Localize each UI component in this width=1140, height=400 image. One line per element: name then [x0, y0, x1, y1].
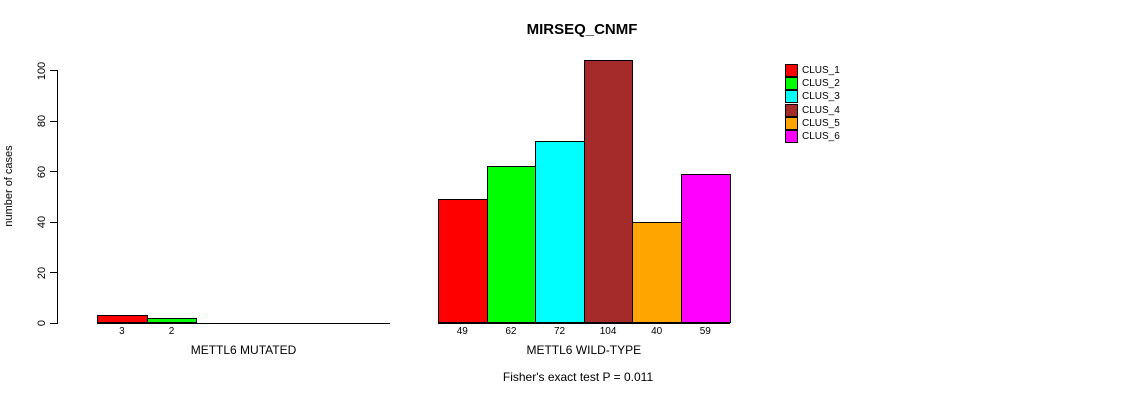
bar-value-label: 104 [599, 326, 617, 337]
legend-item-label: CLUS_1 [802, 65, 840, 77]
legend-swatch-icon [785, 130, 798, 144]
y-axis-tick [50, 70, 57, 71]
y-axis-tick [50, 221, 57, 223]
legend-swatch-icon [785, 64, 798, 78]
y-axis-tick [50, 322, 57, 324]
legend-item: CLUS_3 [785, 90, 840, 104]
bar-clus_5 [632, 222, 682, 323]
bar-value-label: 40 [651, 326, 663, 337]
group-label: METTL6 WILD-TYPE [526, 343, 642, 357]
y-axis-tick-label: 60 [36, 165, 48, 178]
legend-item-label: CLUS_2 [802, 78, 840, 90]
bar-value-label: 72 [553, 326, 566, 337]
fisher-test-annotation: Fisher's exact test P = 0.011 [502, 370, 654, 384]
legend-item-label: CLUS_6 [802, 131, 840, 143]
bar-value-label: 62 [505, 326, 517, 337]
bar-clus_6 [681, 174, 731, 323]
bar-clus_3 [535, 141, 585, 323]
legend-swatch-icon [785, 103, 798, 117]
legend-item-label: CLUS_4 [802, 104, 840, 116]
bar-value-label: 59 [699, 326, 711, 337]
legend-item: CLUS_2 [785, 77, 840, 91]
group-label: METTL6 MUTATED [190, 343, 297, 357]
chart-title: MIRSEQ_CNMF [526, 21, 638, 38]
bar-clus_1 [438, 199, 488, 323]
y-axis-tick [50, 120, 57, 122]
x-axis-line [438, 322, 730, 324]
legend-item: CLUS_5 [785, 116, 840, 130]
legend-item-label: CLUS_3 [802, 91, 840, 103]
y-axis-tick [50, 171, 57, 172]
legend-item: CLUS_6 [785, 130, 840, 144]
y-axis-tick-label: 20 [36, 266, 48, 279]
y-axis-tick-label: 0 [36, 319, 48, 327]
legend-item: CLUS_1 [785, 64, 840, 78]
y-axis-tick-label: 80 [36, 114, 48, 128]
legend-swatch-icon [785, 90, 798, 104]
bar-value-label: 3 [119, 326, 125, 337]
legend: CLUS_1 CLUS_2 CLUS_3 CLUS_4 CLUS_5 CLUS_6 [785, 64, 840, 144]
legend-swatch-icon [785, 77, 798, 91]
y-axis-line [57, 70, 58, 324]
bar-clus_2 [146, 318, 198, 323]
y-axis-tick-label: 100 [36, 61, 48, 80]
x-axis-line [97, 322, 390, 324]
legend-item-label: CLUS_5 [802, 117, 840, 129]
bar-value-label: 2 [168, 326, 175, 337]
bar-clus_2 [486, 166, 537, 323]
y-axis-tick-label: 40 [36, 215, 48, 229]
bar-value-label: 49 [456, 326, 468, 337]
bar-clus_4 [583, 60, 634, 323]
bar-clus_1 [97, 315, 148, 323]
legend-swatch-icon [785, 116, 798, 130]
y-axis-tick [50, 272, 57, 273]
legend-item: CLUS_4 [785, 103, 840, 117]
